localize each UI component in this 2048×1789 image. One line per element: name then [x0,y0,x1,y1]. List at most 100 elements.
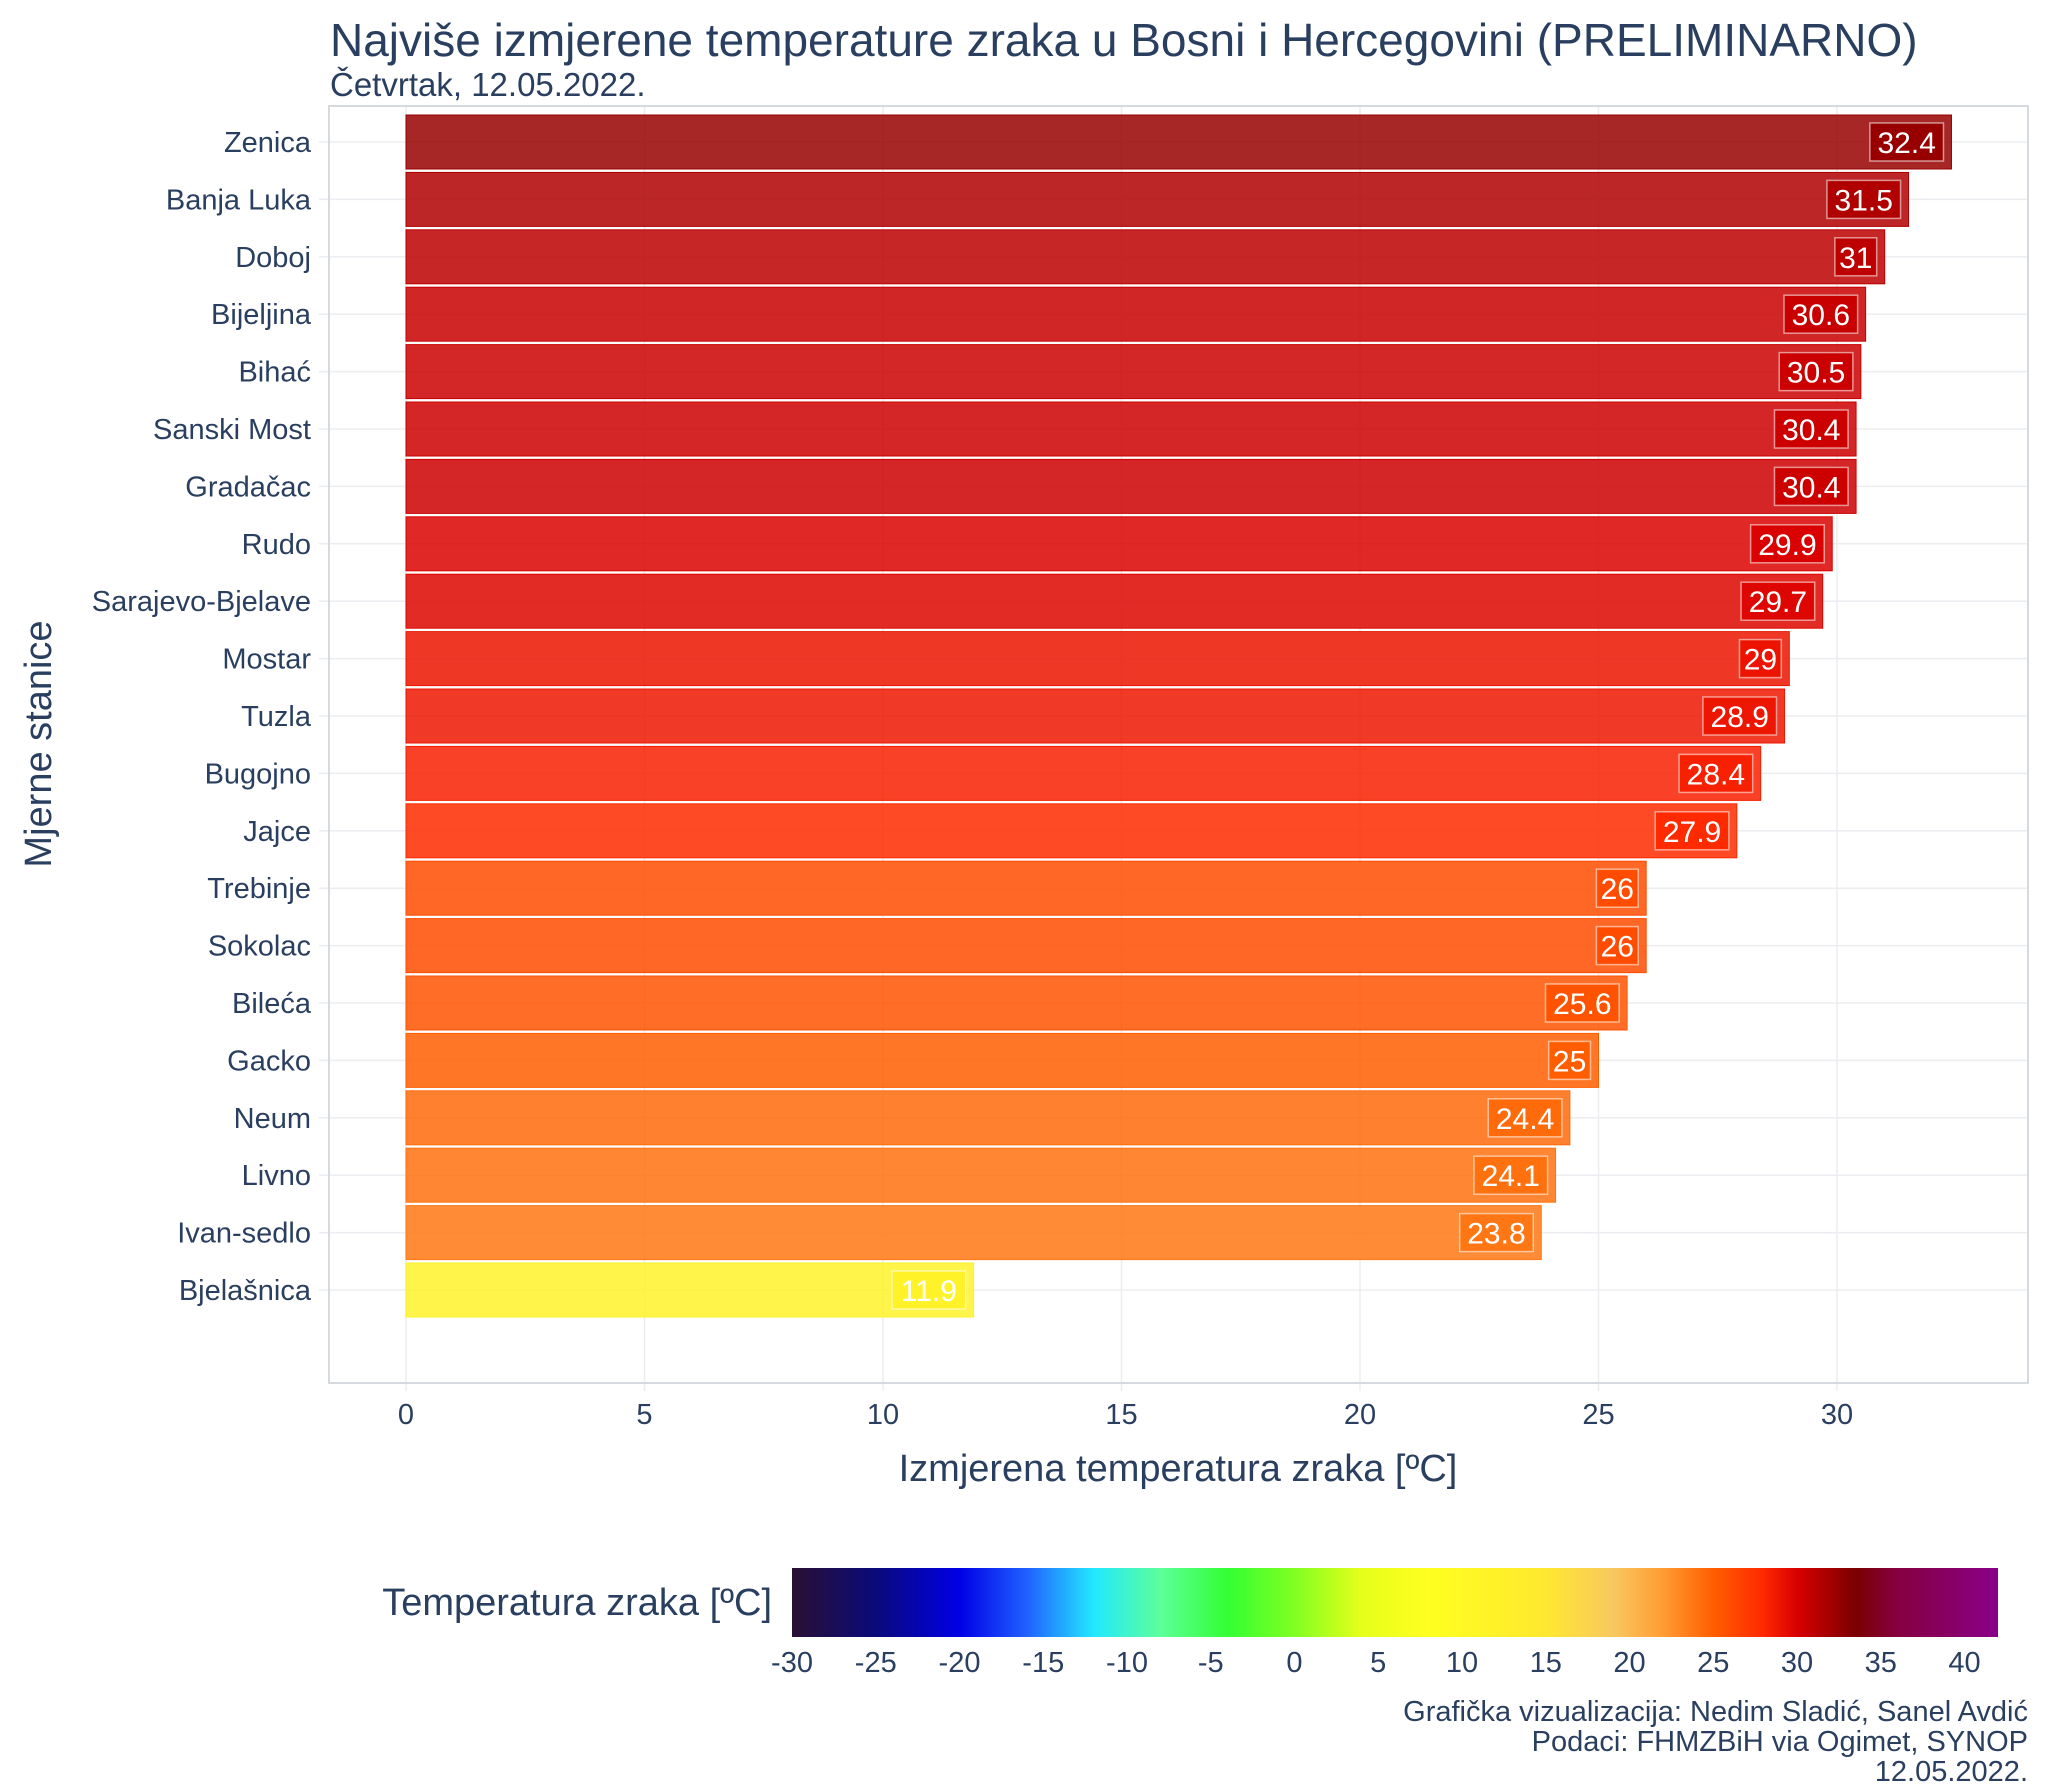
y-tick-label: Bijeljina [211,299,312,331]
y-tick-label: Sarajevo-Bjelave [92,586,311,618]
bar-mostar[interactable] [405,631,1790,687]
data-label-box [1783,294,1859,334]
data-label-box [1473,1155,1549,1195]
y-tick-label: Zenica [224,127,312,159]
bar-grada-ac[interactable] [405,458,1857,514]
colorbar-tick-label: 20 [1613,1647,1645,1679]
bar-bjela-nica[interactable] [405,1262,975,1318]
y-tick-label: Banja Luka [166,184,312,216]
bar-jajce[interactable] [405,803,1738,859]
x-tick-label: 0 [398,1399,414,1431]
data-label-box [1834,237,1878,277]
data-label: 23.8 [1467,1218,1525,1251]
data-labels: 32.4 31.5 31 30.6 30.5 30.4 30.4 29.9 29.7 29 28.9… [891,122,1945,1310]
bar-zenica[interactable] [405,114,1952,170]
x-tick-label: 15 [1105,1399,1137,1431]
bar-neum[interactable] [405,1090,1571,1146]
colorbar-tick-label: -30 [771,1647,813,1679]
data-label: 30.4 [1782,414,1840,447]
data-label-box [891,1270,967,1310]
bar-banja-luka[interactable] [405,171,1910,227]
bar-rudo[interactable] [405,516,1833,572]
bar-doboj[interactable] [405,229,1886,285]
data-label: 27.9 [1663,816,1721,849]
y-tick-label: Doboj [235,242,311,274]
x-tick-label: 20 [1344,1399,1376,1431]
data-label-box [1749,524,1825,564]
data-label-box [1458,1212,1535,1253]
bar-bugojno[interactable] [405,745,1762,801]
data-label-box [1678,753,1754,794]
bar-bile-a[interactable] [405,975,1628,1031]
data-label-box [1654,811,1730,851]
chart-subtitle: Četvrtak, 12.05.2022. [330,66,646,103]
bar-sanski-most[interactable] [405,401,1857,457]
y-tick-label: Tuzla [241,701,312,733]
data-label-box [1773,409,1849,449]
data-label-box [1826,179,1902,220]
colorbar-tick-label: -20 [939,1647,981,1679]
data-label-box [1740,581,1816,621]
data-label-box [1869,122,1945,162]
colorbar-tick-label: 35 [1865,1647,1897,1679]
y-axis-tick-labels: Zenica Banja Luka Doboj Bijeljina Bihać Sansk… [92,127,312,1307]
colorbar-scale [792,1568,1998,1637]
colorbar-title: Temperatura zraka [ºC] [382,1582,772,1624]
colorbar-tick-label: 15 [1530,1647,1562,1679]
bar-bijeljina[interactable] [405,286,1867,342]
caption-authors: Grafička vizualizacija: Nedim Sladić, Sa… [1403,1696,2028,1728]
x-axis-tick-labels: 0 5 10 15 20 25 30 [398,1399,1853,1431]
y-tick-label: Livno [242,1160,311,1192]
bar-biha-[interactable] [405,344,1862,400]
data-label: 26 [1601,931,1634,964]
bars [405,114,1952,1318]
colorbar-tick-label: 25 [1697,1647,1729,1679]
data-label-box [1547,1040,1592,1081]
data-label-box [1595,925,1639,966]
bar-sokolac[interactable] [405,918,1647,974]
x-axis-title: Izmjerena temperatura zraka [ºC] [899,1448,1458,1490]
data-label: 26 [1601,873,1634,906]
x-tick-label: 5 [636,1399,652,1431]
bar-ivan-sedlo[interactable] [405,1205,1542,1261]
colorbar-tick-label: 0 [1286,1647,1302,1679]
caption-source: Podaci: FHMZBiH via Ogimet, SYNOP [1531,1726,2028,1758]
chart-title: Najviše izmjerene temperature zraka u Bo… [330,14,1918,66]
bar-tuzla[interactable] [405,688,1786,744]
colorbar-tick-label: -25 [855,1647,897,1679]
data-label: 29 [1744,644,1777,677]
y-tick-label: Rudo [242,529,311,561]
colorbar-tick-label: -5 [1198,1647,1224,1679]
colorbar-legend: Temperatura zraka [ºC] -30 -25 -20 -15 -10 -5… [382,1568,1998,1679]
y-tick-label: Gacko [227,1045,311,1077]
bar-livno[interactable] [405,1147,1557,1203]
data-label: 28.9 [1711,701,1769,734]
y-tick-label: Bileća [232,988,312,1020]
data-label-box [1738,638,1783,679]
data-label: 24.1 [1482,1160,1540,1193]
data-label: 11.9 [901,1275,957,1308]
y-tick-label: Trebinje [207,873,311,905]
data-label-box [1595,868,1639,908]
data-label: 28.4 [1687,758,1745,791]
bar-trebinje[interactable] [405,860,1647,916]
source-caption: Grafička vizualizacija: Nedim Sladić, Sa… [1403,1697,2028,1787]
bar-gacko[interactable] [405,1032,1599,1088]
data-label-box [1773,466,1849,507]
y-tick-label: Bjelašnica [179,1275,312,1307]
data-label: 24.4 [1496,1103,1554,1136]
colorbar-tick-label: 5 [1370,1647,1386,1679]
y-tick-label: Bihać [238,357,311,389]
data-label-box [1487,1098,1563,1138]
y-tick-label: Gradačac [185,471,311,503]
data-label: 25 [1553,1045,1586,1078]
colorbar-tick-labels: -30 -25 -20 -15 -10 -5 0 5 10 15 20 25 30 35 40 [771,1647,1981,1679]
bar-sarajevo-bjelave[interactable] [405,573,1824,629]
data-label-box [1702,696,1778,736]
data-label: 30.4 [1782,471,1840,504]
data-label: 29.9 [1758,529,1816,562]
x-tick-label: 30 [1821,1399,1853,1431]
y-tick-label: Jajce [243,816,311,848]
plot-panel [328,105,2029,1384]
colorbar-tick-label: 10 [1446,1647,1478,1679]
